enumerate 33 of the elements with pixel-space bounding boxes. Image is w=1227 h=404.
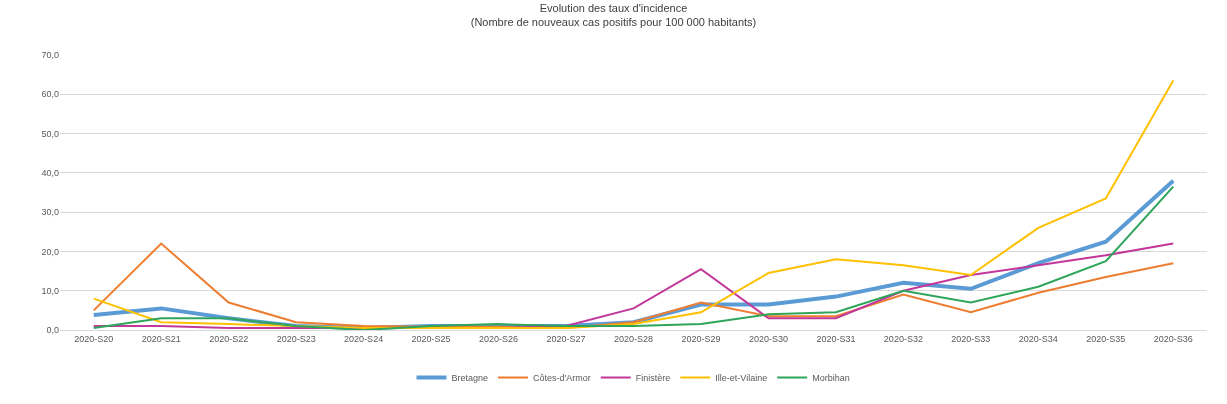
- x-tick-label: 2020-S25: [411, 333, 451, 344]
- x-tick-label: 2020-S32: [883, 333, 923, 344]
- legend-label: Morbihan: [812, 373, 850, 384]
- x-tick-label: 2020-S24: [344, 333, 384, 344]
- y-tick-label: 10,0: [41, 285, 59, 296]
- x-tick-label: 2020-S35: [1086, 333, 1126, 344]
- y-tick-label: 40,0: [41, 168, 59, 179]
- x-tick-label: 2020-S26: [479, 333, 519, 344]
- legend-label: Côtes-d'Armor: [533, 373, 591, 384]
- y-tick-label: 30,0: [41, 207, 59, 218]
- y-tick-label: 20,0: [41, 246, 59, 257]
- x-tick-label: 2020-S21: [141, 333, 181, 344]
- x-tick-label: 2020-S36: [1153, 333, 1193, 344]
- x-tick-label: 2020-S27: [546, 333, 586, 344]
- x-tick-label: 2020-S28: [613, 333, 654, 344]
- chart-title: Evolution des taux d'incidence (Nombre de nouveaux cas positifs pour 100 000 habitants): [470, 2, 757, 29]
- x-tick-label: 2020-S30: [748, 333, 788, 344]
- x-tick-label: 2020-S23: [276, 333, 316, 344]
- legend-label: Finistère: [635, 373, 671, 384]
- y-tick-label: 50,0: [41, 128, 59, 139]
- legend-label: Ille-et-Vilaine: [715, 373, 768, 384]
- y-tick-label: 70,0: [41, 50, 59, 61]
- legend-label: Bretagne: [451, 373, 489, 384]
- line-series: [92, 79, 1175, 330]
- y-tick-label: 0,0: [46, 325, 59, 336]
- line-series: [92, 242, 1175, 330]
- x-tick-label: 2020-S33: [951, 333, 991, 344]
- x-tick-label: 2020-S34: [1018, 333, 1058, 344]
- x-tick-label: 2020-S29: [681, 333, 721, 344]
- x-tick-label: 2020-S20: [74, 333, 114, 344]
- x-tick-label: 2020-S22: [209, 333, 249, 344]
- y-tick-label: 60,0: [41, 89, 59, 100]
- x-tick-label: 2020-S31: [816, 333, 856, 344]
